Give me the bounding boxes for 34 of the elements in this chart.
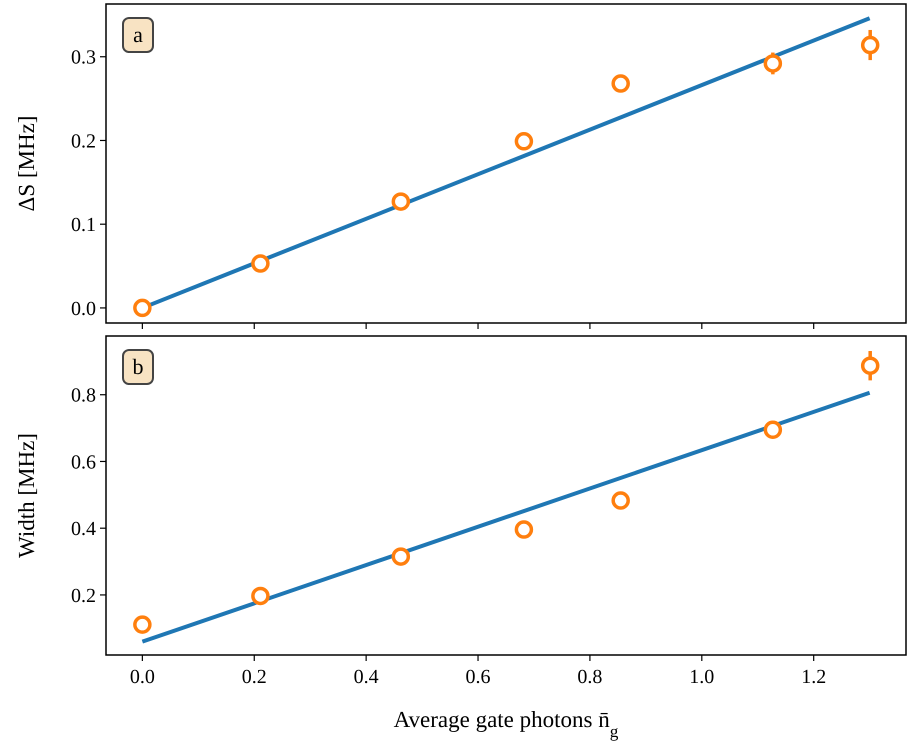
- y-tick-label: 0.0: [71, 298, 96, 320]
- y-axis-title: ΔS [MHz]: [14, 116, 39, 212]
- x-tick-label: 0.6: [466, 666, 491, 688]
- point: [514, 132, 534, 151]
- point: [133, 615, 152, 634]
- y-axis-title: Width [MHz]: [14, 433, 39, 558]
- point: [133, 298, 152, 318]
- point: [514, 520, 534, 539]
- point: [611, 491, 630, 510]
- annotation: b: [132, 354, 144, 379]
- point: [392, 547, 410, 566]
- y-tick-label: 0.2: [71, 584, 96, 607]
- point: [251, 586, 270, 606]
- x-tick-label: 0.2: [242, 666, 267, 688]
- annotation: a: [133, 22, 144, 47]
- x-axis-title: Average gate photons n̄$_{g}$: [394, 707, 619, 740]
- point: [251, 254, 270, 273]
- point: [611, 74, 630, 93]
- point: [764, 420, 782, 440]
- x-tick-label: 1.0: [689, 666, 714, 688]
- y-tick-label: 0.3: [71, 46, 96, 69]
- y-tick-label: 0.8: [71, 384, 96, 407]
- y-tick-label: 0.1: [71, 214, 96, 236]
- point: [764, 54, 782, 73]
- y-tick-label: 0.2: [71, 130, 96, 152]
- x-tick-label: 1.2: [801, 666, 826, 688]
- x-tick-label: 0.8: [577, 666, 602, 688]
- y-tick-label: 0.6: [71, 451, 96, 474]
- point: [392, 192, 410, 211]
- point: [860, 356, 880, 375]
- point: [860, 36, 880, 54]
- x-tick-label: 0.4: [354, 666, 379, 688]
- y-tick-label: 0.4: [71, 518, 96, 540]
- x-tick-label: 0.0: [130, 666, 155, 688]
